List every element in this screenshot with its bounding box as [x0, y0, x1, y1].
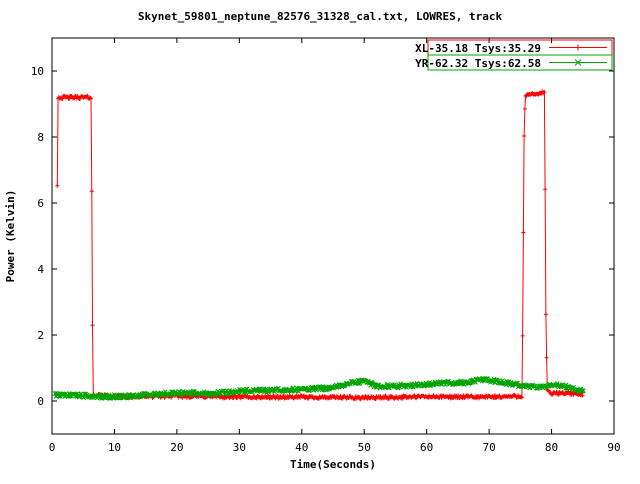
y-tick-label: 10 [31, 65, 44, 78]
legend-swatch-series-0 [549, 44, 607, 51]
series-markers-0 [55, 89, 585, 402]
x-tick-label: 20 [170, 441, 183, 454]
y-tick-label: 4 [37, 263, 44, 276]
x-tick-label: 70 [482, 441, 495, 454]
legend-box-series-1 [427, 54, 613, 71]
x-tick-label: 10 [108, 441, 121, 454]
y-tick-label: 8 [37, 131, 44, 144]
x-axis-label: Time(Seconds) [290, 458, 376, 471]
legend-label-series-1: YR-62.32 Tsys:62.58 [415, 57, 541, 70]
x-tick-label: 50 [358, 441, 371, 454]
x-tick-label: 40 [295, 441, 308, 454]
data-series [52, 89, 586, 402]
y-tick-label: 6 [37, 197, 44, 210]
legend-marker-1 [574, 59, 582, 66]
chart-title: Skynet_59801_neptune_82576_31328_cal.txt… [138, 10, 503, 23]
x-tick-label: 60 [420, 441, 433, 454]
legend-label-series-0: XL-35.18 Tsys:35.29 [415, 42, 541, 55]
legend: XL-35.18 Tsys:35.29 YR-62.32 Tsys:62.58 [415, 39, 613, 71]
x-tick-label: 0 [49, 441, 56, 454]
legend-marker-0 [575, 44, 581, 51]
x-tick-label: 30 [233, 441, 246, 454]
legend-swatch-series-1 [549, 59, 607, 66]
y-axis-label: Power (Kelvin) [4, 190, 17, 283]
axis-ticks: 0 10 20 30 40 50 60 70 80 90 0 2 4 6 8 10 [31, 38, 621, 454]
y-tick-label: 2 [37, 329, 44, 342]
x-tick-label: 80 [545, 441, 558, 454]
plot-border [51, 37, 615, 435]
y-tick-label: 0 [37, 395, 44, 408]
x-tick-label: 90 [607, 441, 620, 454]
series-line-0 [56, 89, 584, 401]
series-markers-1 [52, 376, 586, 401]
